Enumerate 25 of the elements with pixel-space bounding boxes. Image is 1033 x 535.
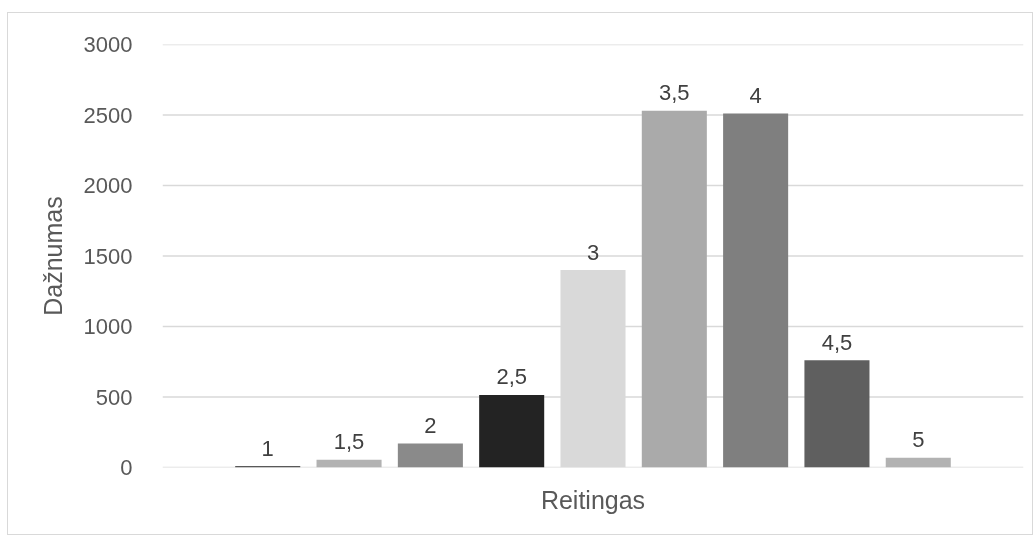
- y-tick-label: 1500: [83, 243, 133, 269]
- x-axis-title: Reitingas: [540, 485, 646, 514]
- y-tick-label: 1000: [83, 314, 133, 339]
- bar: [479, 394, 545, 468]
- y-axis-title: Dažnumas: [38, 196, 67, 316]
- series-label: 1: [261, 435, 274, 461]
- y-tick-label: 2500: [83, 102, 133, 128]
- bar: [316, 459, 382, 468]
- series-label: 3: [586, 239, 600, 265]
- y-tick-label: 3000: [83, 32, 133, 57]
- bar: [641, 110, 707, 468]
- series-label: 4: [749, 83, 762, 109]
- bar: [723, 113, 789, 468]
- series-label: 2: [424, 413, 437, 439]
- series-label: 2,5: [496, 364, 527, 390]
- bar: [804, 360, 870, 468]
- series-label: 5: [912, 427, 925, 453]
- bar: [397, 443, 463, 468]
- bar: [885, 457, 951, 468]
- series-label: 3,5: [659, 80, 690, 106]
- y-tick-label: 0: [120, 455, 133, 480]
- y-tick-label: 2000: [83, 173, 133, 198]
- series-label: 1,5: [333, 429, 365, 455]
- y-tick-label: 500: [95, 384, 133, 410]
- series-label: 4,5: [821, 329, 853, 355]
